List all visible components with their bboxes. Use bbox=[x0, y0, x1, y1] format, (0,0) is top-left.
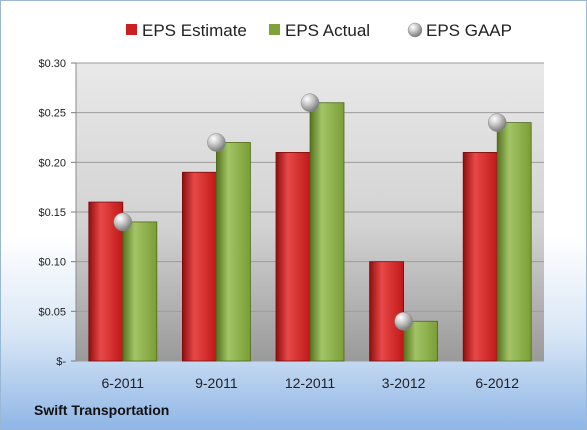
y-tick-label: $0.30 bbox=[38, 58, 66, 70]
y-tick-label: $0.25 bbox=[38, 108, 66, 120]
company-name: Swift Transportation bbox=[34, 402, 170, 418]
x-tick-label: 9-2011 bbox=[195, 375, 238, 391]
marker-eps-gaap bbox=[113, 212, 133, 232]
legend-label: EPS Actual bbox=[285, 21, 370, 40]
y-tick-label: $0.05 bbox=[38, 306, 66, 318]
legend-swatch bbox=[269, 24, 280, 35]
bar-eps-actual bbox=[215, 142, 251, 362]
legend-label: EPS GAAP bbox=[426, 21, 512, 40]
x-tick-label: 6-2012 bbox=[475, 375, 519, 391]
bar-eps-actual bbox=[122, 221, 158, 362]
marker-eps-gaap bbox=[394, 312, 413, 331]
legend-swatch bbox=[407, 22, 423, 38]
x-tick-label: 6-2011 bbox=[102, 375, 145, 391]
y-tick-label: $- bbox=[56, 356, 66, 368]
bar-eps-actual bbox=[403, 320, 439, 362]
bar-eps-estimate bbox=[181, 171, 217, 362]
x-tick-label: 3-2012 bbox=[382, 375, 426, 391]
y-tick-label: $0.20 bbox=[38, 157, 66, 169]
bar-eps-actual bbox=[309, 102, 345, 362]
marker-eps-gaap bbox=[487, 113, 507, 132]
legend-swatch bbox=[126, 24, 137, 35]
x-tick-label: 12-2011 bbox=[285, 375, 336, 391]
marker-eps-gaap bbox=[300, 93, 320, 112]
legend-label: EPS Estimate bbox=[142, 21, 247, 40]
marker-eps-gaap bbox=[207, 133, 226, 152]
bar-eps-actual bbox=[496, 122, 532, 362]
bar-eps-estimate bbox=[275, 151, 311, 362]
y-tick-label: $0.15 bbox=[38, 207, 66, 219]
bar-eps-estimate bbox=[369, 261, 405, 362]
y-tick-label: $0.10 bbox=[38, 257, 66, 269]
bar-eps-estimate bbox=[462, 151, 498, 362]
